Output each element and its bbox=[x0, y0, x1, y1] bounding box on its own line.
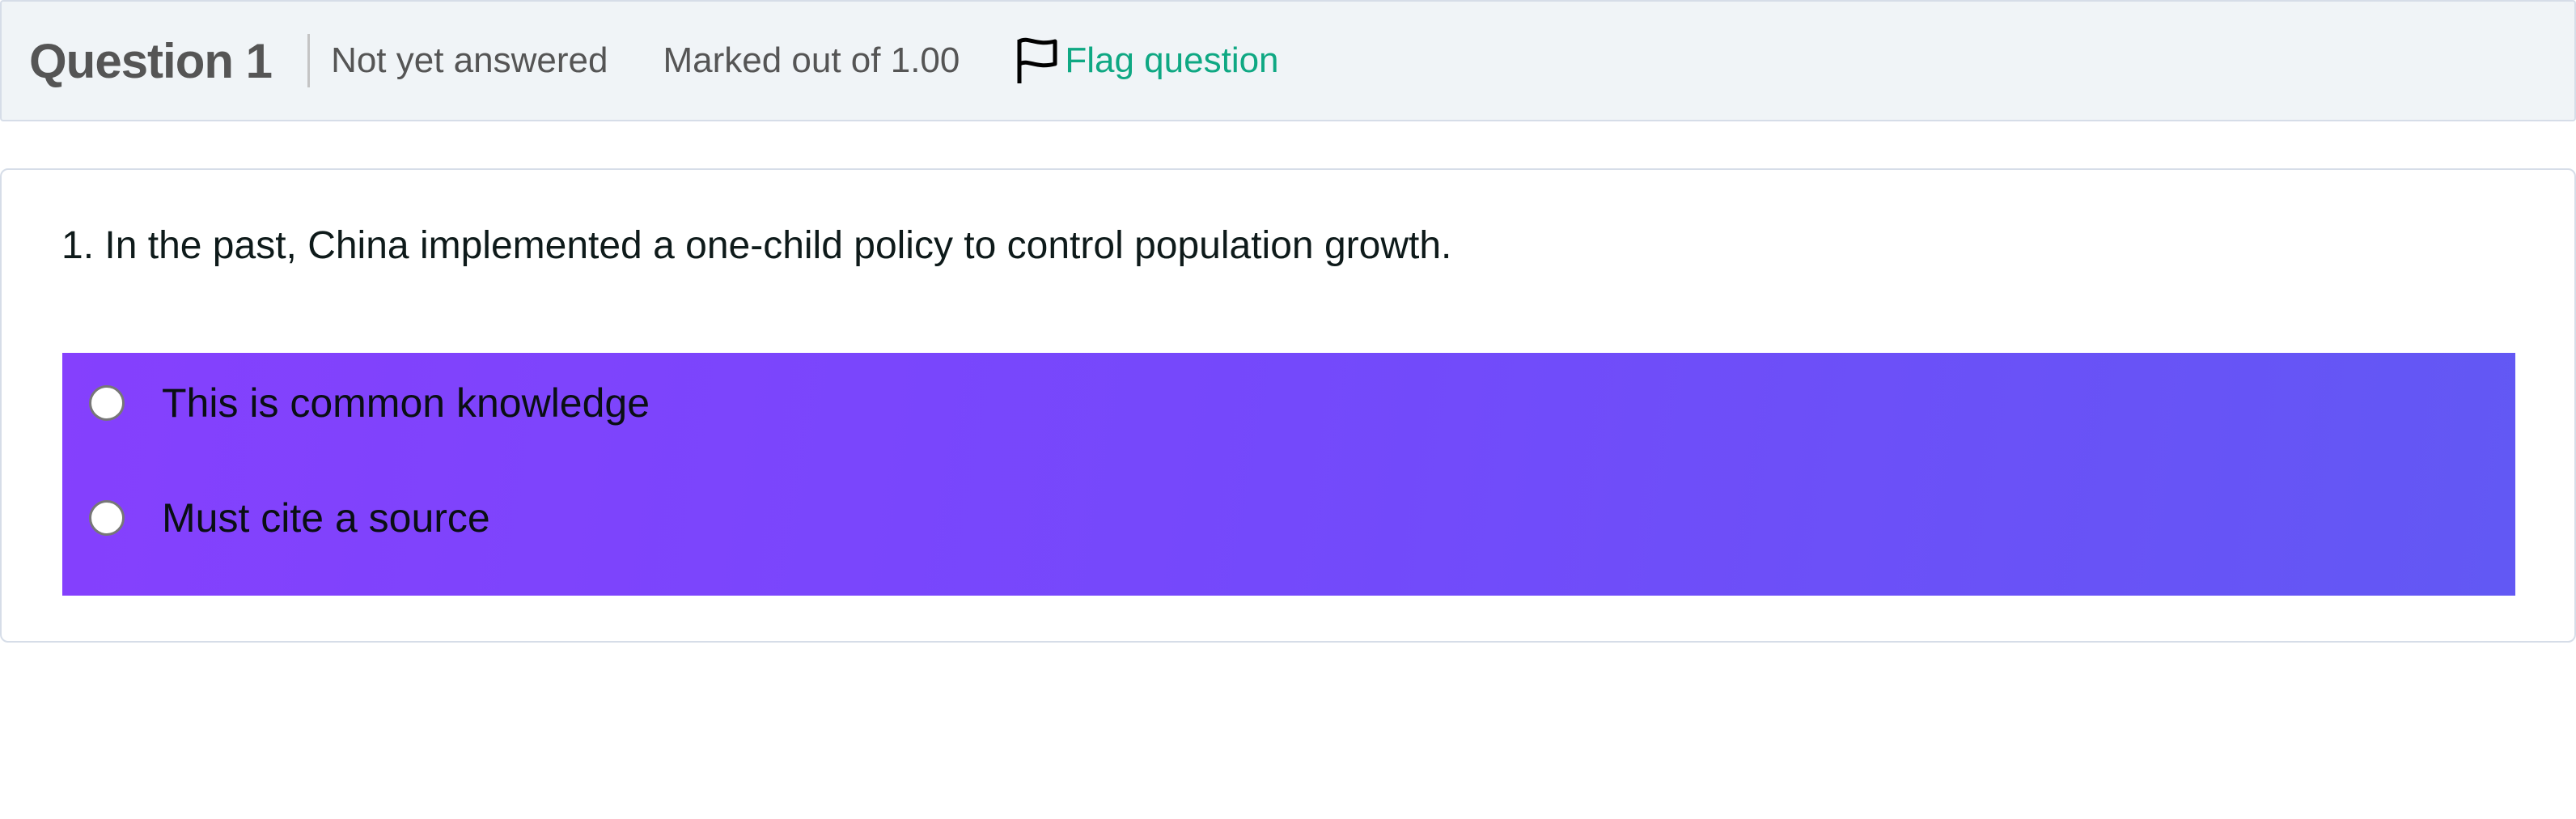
flag-icon bbox=[1017, 37, 1057, 83]
answer-option-label[interactable]: Must cite a source bbox=[162, 495, 490, 541]
question-content: 1. In the past, China implemented a one-… bbox=[0, 168, 2576, 643]
answer-status: Not yet answered bbox=[331, 40, 608, 80]
radio-button[interactable] bbox=[89, 385, 125, 421]
question-info-header: Question 1 Not yet answered Marked out o… bbox=[0, 0, 2576, 121]
answer-option[interactable]: This is common knowledge bbox=[62, 371, 650, 435]
marks-info: Marked out of 1.00 bbox=[663, 40, 960, 80]
question-text: 1. In the past, China implemented a one-… bbox=[61, 224, 1452, 267]
answer-option[interactable]: Must cite a source bbox=[62, 486, 490, 550]
divider bbox=[307, 34, 311, 87]
answer-option-label[interactable]: This is common knowledge bbox=[162, 380, 650, 426]
answer-options: This is common knowledge Must cite a sou… bbox=[62, 353, 2515, 596]
radio-button[interactable] bbox=[89, 500, 125, 536]
flag-question-button[interactable]: Flag question bbox=[1015, 36, 1279, 85]
flag-question-label[interactable]: Flag question bbox=[1065, 40, 1279, 80]
question-number: Question 1 bbox=[29, 33, 273, 88]
